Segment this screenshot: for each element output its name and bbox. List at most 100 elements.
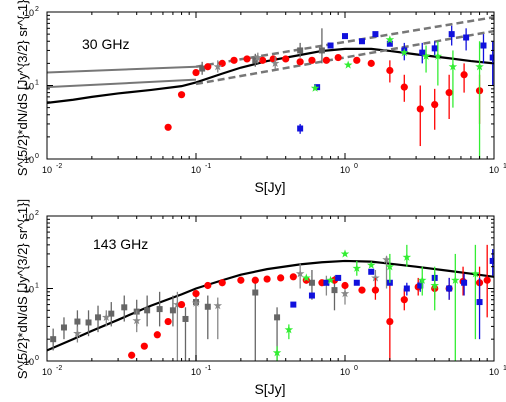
panel-30ghz-ytick-exponent: 2 bbox=[35, 6, 39, 13]
panel-143ghz-xtick-label: 10 bbox=[42, 367, 52, 377]
panel-143ghz-series-3-point bbox=[358, 286, 366, 294]
panel-143ghz-xtick-label: 10 bbox=[340, 367, 350, 377]
panel-30ghz-series-7-point bbox=[358, 38, 365, 45]
panel-30ghz-xtick-label: 10 bbox=[42, 165, 52, 175]
panel-143ghz-series-1-point bbox=[95, 314, 102, 321]
panel-30ghz-series-7-point bbox=[431, 45, 438, 52]
panel-143ghz-ytick-exponent: 0 bbox=[35, 355, 39, 362]
panel-143ghz-series-3-point bbox=[371, 286, 380, 294]
panel-143ghz-series-1-point bbox=[108, 310, 115, 317]
panel-30ghz-series-7-point bbox=[386, 40, 393, 47]
panel-30ghz-series-6-point bbox=[460, 71, 468, 79]
panel-143ghz-series-3-point bbox=[341, 281, 349, 290]
panel-143ghz-xtick-exponent: 1 bbox=[503, 365, 506, 372]
panel-143ghz-series-1-point bbox=[60, 324, 67, 331]
panel-30ghz-series-6-point bbox=[259, 56, 267, 64]
panel-30ghz-series-7-point bbox=[297, 125, 304, 132]
panel-30ghz: 10 -2 10 -1 10 0 10 110 010 110 2 30 GHz S[Jy] S^{… bbox=[15, 0, 506, 195]
panel-30ghz-series-5-point bbox=[199, 65, 206, 72]
panel-30ghz-series-5-point bbox=[318, 47, 325, 54]
panel-30ghz-series-6-point bbox=[334, 53, 342, 62]
panel-143ghz-series-3-point bbox=[237, 276, 245, 284]
panel-30ghz-series-8-point bbox=[343, 60, 353, 69]
panel-143ghz-series-2-point bbox=[340, 289, 350, 298]
panel-143ghz-series-3-point bbox=[153, 331, 161, 339]
panel-143ghz-ylabel: S^{5/2}*dN/dS [Jy^{3/2} sr^{-1}] bbox=[15, 199, 30, 379]
panel-30ghz-series-6-point bbox=[230, 56, 238, 64]
panel-30ghz-series-7-point bbox=[372, 31, 379, 38]
panel-143ghz: 10 -2 10 -1 10 0 10 110 010 110 2 143 GHz S[Jy] S^… bbox=[15, 199, 506, 397]
panel-30ghz-series-1-line bbox=[47, 65, 197, 74]
panel-143ghz-series-1-point bbox=[331, 287, 338, 294]
panel-143ghz-series-5-point bbox=[385, 262, 395, 271]
panel-143ghz-series-3-point bbox=[164, 317, 172, 326]
panel-143ghz-series-2-point bbox=[213, 301, 223, 310]
panel-143ghz-xtick-exponent: 0 bbox=[354, 365, 358, 372]
panel-143ghz-series-4-point bbox=[446, 285, 453, 292]
panel-143ghz-series-3-point bbox=[192, 290, 200, 298]
panel-30ghz-xtick-exponent: 0 bbox=[354, 163, 358, 170]
panel-30ghz-series-5-point bbox=[252, 57, 259, 64]
panel-143ghz-ytick-exponent: 2 bbox=[35, 210, 39, 217]
panel-143ghz-series-1-point bbox=[121, 304, 128, 311]
panel-30ghz-xtick-label: 10 bbox=[489, 165, 499, 175]
panel-30ghz-xtick-label: 10 bbox=[191, 165, 201, 175]
panel-30ghz-series-7-point bbox=[327, 42, 334, 49]
panel-30ghz-series-7-point bbox=[342, 33, 348, 40]
panel-143ghz-series-2-point bbox=[73, 328, 82, 338]
panel-143ghz-series-1-point bbox=[144, 307, 151, 314]
panel-143ghz-series-1-point bbox=[169, 307, 176, 314]
panel-143ghz-series-4-point bbox=[368, 268, 375, 275]
panel-143ghz-series-1-point bbox=[308, 279, 315, 286]
panel-30ghz-ticks: 10 -2 10 -1 10 0 10 110 010 110 2 bbox=[24, 6, 506, 175]
panel-143ghz-series-5-point bbox=[402, 252, 412, 261]
panel-143ghz-series-5-point bbox=[366, 260, 376, 269]
panel-30ghz-series-6-point bbox=[218, 59, 226, 67]
panel-143ghz-series-3-point bbox=[400, 296, 408, 304]
panel-30ghz-series-6-point bbox=[416, 105, 424, 113]
panel-143ghz-series-2-point bbox=[382, 255, 391, 264]
panel-30ghz-series-6-point bbox=[386, 66, 394, 75]
panel-143ghz-series-3-point bbox=[277, 274, 285, 282]
panel-143ghz-series-4-point bbox=[461, 279, 468, 286]
panel-30ghz-series-7-point bbox=[419, 49, 426, 56]
panel-30ghz-xtick-exponent: -2 bbox=[56, 163, 62, 170]
panel-143ghz-series-4-point bbox=[323, 279, 330, 286]
panel-143ghz-series-0-line bbox=[47, 259, 494, 352]
panel-30ghz-series-5-point bbox=[297, 47, 304, 54]
panel-143ghz-series-3-point bbox=[218, 279, 226, 287]
panel-143ghz-series-3-point bbox=[289, 273, 297, 281]
panel-30ghz-series-0-line bbox=[47, 47, 494, 104]
panel-143ghz-series-2-point bbox=[173, 300, 182, 309]
panel-143ghz-ytick-exponent: 1 bbox=[35, 283, 39, 290]
panel-30ghz-xlabel: S[Jy] bbox=[254, 179, 285, 195]
panel-143ghz-series-3-point bbox=[177, 300, 186, 309]
panel-143ghz-axes-frame bbox=[46, 215, 495, 362]
panel-30ghz-ytick-exponent: 0 bbox=[35, 153, 39, 160]
panel-30ghz-series-6-point bbox=[164, 123, 172, 131]
panel-30ghz-xtick-exponent: -1 bbox=[205, 163, 211, 170]
panel-143ghz-ytick-label: 10 bbox=[24, 357, 34, 367]
panel-143ghz-series-1-point bbox=[182, 315, 189, 322]
panel-143ghz-xtick-exponent: -2 bbox=[56, 365, 62, 372]
panel-30ghz-series-6-point bbox=[243, 55, 251, 63]
panel-30ghz-series-7-point bbox=[448, 31, 455, 38]
panel-30ghz-series-8-point bbox=[385, 35, 395, 44]
panel-30ghz-series-6-point bbox=[431, 100, 439, 109]
panel-143ghz-series-3-point bbox=[483, 276, 491, 284]
panel-143ghz-xtick-exponent: -1 bbox=[205, 365, 211, 372]
panel-143ghz-series-1-point bbox=[252, 289, 259, 296]
panel-143ghz-series-4-point bbox=[417, 282, 424, 289]
panel-143ghz-series-2-point bbox=[295, 269, 305, 278]
panel-143ghz-series-1-point bbox=[74, 318, 81, 325]
panel-143ghz-ytick-label: 10 bbox=[24, 285, 34, 295]
panel-30ghz-series-6-point bbox=[282, 55, 290, 63]
panel-30ghz-series-8-point bbox=[448, 62, 458, 71]
panel-143ghz-series-2-point bbox=[371, 273, 380, 282]
panel-143ghz-series-3-point bbox=[140, 342, 148, 350]
panel-143ghz-xlabel: S[Jy] bbox=[254, 381, 285, 397]
panel-143ghz-series-3-point bbox=[263, 275, 271, 283]
panel-30ghz-series-8-point bbox=[400, 48, 409, 57]
panel-143ghz-xtick-label: 10 bbox=[191, 367, 201, 377]
panel-30ghz-series-8-point bbox=[475, 62, 484, 71]
